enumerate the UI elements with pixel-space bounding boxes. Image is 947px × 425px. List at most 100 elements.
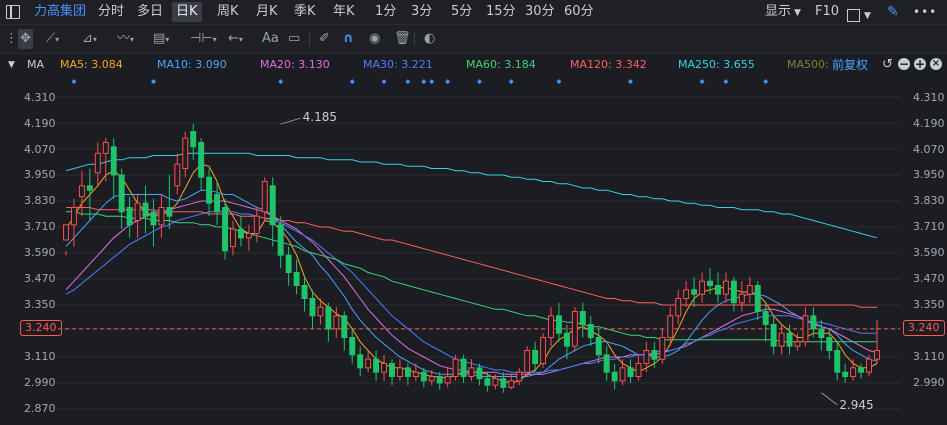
period-tab[interactable]: 30分 — [525, 4, 555, 19]
candle-body — [341, 315, 348, 339]
candle-body — [182, 137, 189, 170]
period-tab[interactable]: 分时 — [98, 4, 125, 19]
event-marker — [150, 79, 156, 85]
event-marker — [429, 79, 435, 85]
period-tab[interactable]: 1分 — [375, 4, 397, 19]
candle-body — [500, 378, 507, 388]
y-tick: 3.470 — [24, 272, 56, 285]
candle-body — [206, 176, 213, 204]
period-tab[interactable]: 多日 — [137, 4, 164, 19]
toggle-icon[interactable]: ◐ — [424, 31, 436, 46]
wave-tool-icon[interactable]: 〰▾ — [117, 31, 135, 46]
close-icon[interactable]: × — [930, 58, 942, 70]
candle-body — [555, 315, 562, 334]
y-tick: 3.950 — [24, 168, 56, 181]
drawing-toolbar: ⋮ ✥ ⟋▾ ⊿▾ 〰▾ ▤▾ ⊣⊢▾ ←▾ Aa ▭ ✐ ∩ ◉ 🗑 ◐ — [0, 25, 947, 54]
candle-body — [699, 280, 706, 295]
annotation-high: 4.185 — [302, 110, 338, 125]
period-tab[interactable]: 季K — [294, 4, 316, 19]
layout-toggle[interactable]: ▼ — [847, 5, 871, 24]
period-tab-active[interactable]: 日K — [172, 2, 202, 22]
crosshair-icon[interactable]: ✥ — [18, 29, 33, 49]
candle-body — [444, 376, 451, 384]
period-tab[interactable]: 60分 — [564, 4, 594, 19]
candle-body — [858, 367, 865, 373]
candle-body — [325, 306, 332, 330]
f10-button[interactable]: F10 — [815, 4, 840, 19]
event-marker — [349, 79, 355, 85]
chevron-down-icon: ▼ — [794, 8, 801, 18]
period-tab[interactable]: 年K — [333, 4, 355, 19]
candle-body — [142, 202, 149, 217]
candle-body — [174, 163, 181, 187]
period-toolbar: 力高集团 分时 多日 日K 周K 月K 季K 年K 1分 3分 5分 15分 3… — [0, 0, 947, 25]
candle-body — [277, 224, 284, 256]
event-marker — [508, 79, 514, 85]
candle-body — [404, 367, 411, 378]
toolbar-divider — [309, 32, 310, 46]
chevron-down-icon[interactable]: ▼ — [8, 60, 15, 70]
comment-icon[interactable]: ▭ — [288, 31, 301, 46]
candle-body — [691, 289, 698, 295]
candle-body — [484, 378, 491, 386]
channel-tool-icon[interactable]: ⊿▾ — [82, 31, 97, 46]
candle-body — [548, 315, 554, 339]
candle-body — [826, 337, 833, 351]
y-tick: 3.710 — [24, 220, 56, 233]
event-marker — [723, 79, 729, 85]
more-icon[interactable]: ••• — [913, 5, 938, 19]
candle-body — [396, 367, 403, 378]
annotation-low: 2.945 — [839, 397, 874, 412]
eye-icon[interactable]: ◉ — [369, 31, 381, 46]
line-tool-icon[interactable]: ⟋▾ — [46, 31, 60, 46]
magnet-icon[interactable]: ∩ — [343, 31, 354, 46]
pen-icon[interactable]: ✎ — [887, 4, 899, 20]
arrow-tool-icon[interactable]: ←▾ — [228, 31, 243, 46]
stock-name: 力高集团 — [34, 4, 87, 19]
chart-tool-icon[interactable]: ▤▾ — [153, 31, 170, 46]
ma10-value: MA10: 3.090 — [157, 58, 227, 71]
text-tool-icon[interactable]: Aa — [262, 31, 279, 46]
candle-body — [532, 350, 539, 364]
candle-body — [778, 332, 785, 347]
candle-body — [524, 350, 531, 373]
zoom-in-icon[interactable]: + — [914, 57, 926, 71]
period-tab[interactable]: 3分 — [411, 4, 433, 19]
period-tab[interactable]: 月K — [256, 4, 278, 19]
y-tick: 3.350 — [24, 298, 56, 311]
window-icon[interactable] — [6, 5, 20, 19]
eraser-icon[interactable]: ✐ — [319, 31, 330, 46]
y-tick: 3.350 — [913, 298, 945, 311]
annotation-low-leader — [821, 392, 838, 406]
y-tick: 3.710 — [913, 220, 945, 233]
toolbar-divider — [414, 32, 415, 46]
candle-body — [715, 285, 721, 295]
display-label: 显示 — [765, 4, 792, 19]
y-tick: 3.110 — [24, 350, 56, 363]
candle-body — [134, 202, 141, 222]
ma30-value: MA30: 3.221 — [363, 58, 433, 71]
event-marker — [445, 79, 451, 85]
period-tab[interactable]: 5分 — [451, 4, 473, 19]
candle-body — [70, 207, 77, 226]
adjust-mode-button[interactable]: 前复权 — [832, 58, 869, 72]
event-marker — [421, 79, 427, 85]
y-tick: 3.470 — [913, 272, 945, 285]
ma60-value: MA60: 3.184 — [466, 58, 536, 71]
candle-body — [587, 324, 594, 338]
reset-icon[interactable]: ↺ — [882, 57, 893, 72]
period-tab[interactable]: 周K — [217, 4, 239, 19]
period-tab[interactable]: 15分 — [486, 4, 516, 19]
candle-body — [571, 311, 578, 347]
candle-body — [468, 367, 475, 378]
trash-icon[interactable]: 🗑 — [394, 31, 411, 46]
collapse-icon[interactable]: ⋮ — [5, 31, 18, 46]
ma-line-ma120 — [66, 207, 877, 308]
event-marker — [381, 79, 387, 85]
candle-body — [762, 311, 769, 325]
measure-tool-icon[interactable]: ⊣⊢▾ — [190, 31, 217, 46]
zoom-out-icon[interactable]: − — [898, 57, 910, 71]
candle-body — [357, 354, 364, 369]
display-dropdown[interactable]: 显示 ▼ — [765, 0, 801, 25]
candle-body — [540, 337, 547, 364]
